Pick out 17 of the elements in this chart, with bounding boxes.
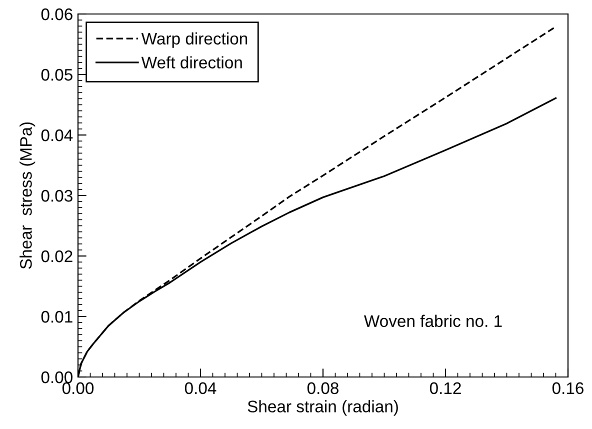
legend-label: Weft direction [141,56,242,68]
x-tick-label: 0.00 [62,382,94,394]
y-tick-label: 0.02 [41,250,72,262]
x-tick-label: 0.04 [184,382,216,394]
y-axis-title: Shear stress (MPa) [20,122,36,269]
y-tick-label: 0.03 [41,190,72,202]
x-tick-label: 0.08 [307,382,338,394]
x-axis-title: Shear strain (radian) [248,400,398,416]
y-tick-label: 0.00 [41,371,72,384]
y-tick-label: 0.05 [41,68,72,81]
x-tick-label: 0.12 [430,382,461,394]
y-tick-label: 0.06 [41,8,72,20]
annotation: Woven fabric no. 1 [364,314,502,328]
legend-label: Warp direction [141,32,248,48]
y-tick-label: 0.04 [41,129,73,142]
y-tick-label: 0.01 [41,310,72,323]
x-tick-label: 0.16 [552,382,584,394]
